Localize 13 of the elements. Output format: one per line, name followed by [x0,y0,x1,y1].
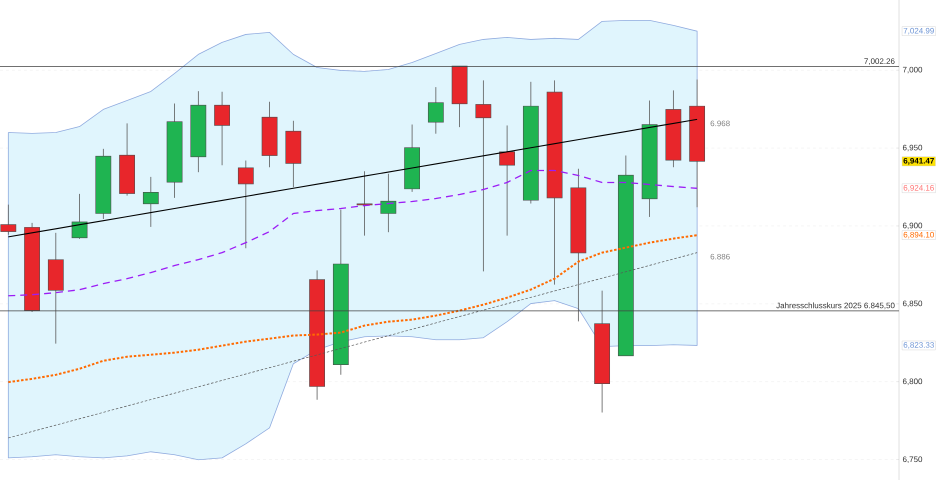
candlestick [142,176,159,228]
line-series [7,234,698,384]
candlestick [428,86,444,134]
candlestick [356,170,372,236]
line-series [8,170,698,296]
candlestick [499,125,516,236]
candlestick [0,204,16,236]
candlestick [380,173,396,233]
candlestick [72,193,88,240]
candlestick [475,80,492,272]
line-series [8,118,698,238]
candlestick [238,160,254,249]
candlestick [214,91,230,166]
